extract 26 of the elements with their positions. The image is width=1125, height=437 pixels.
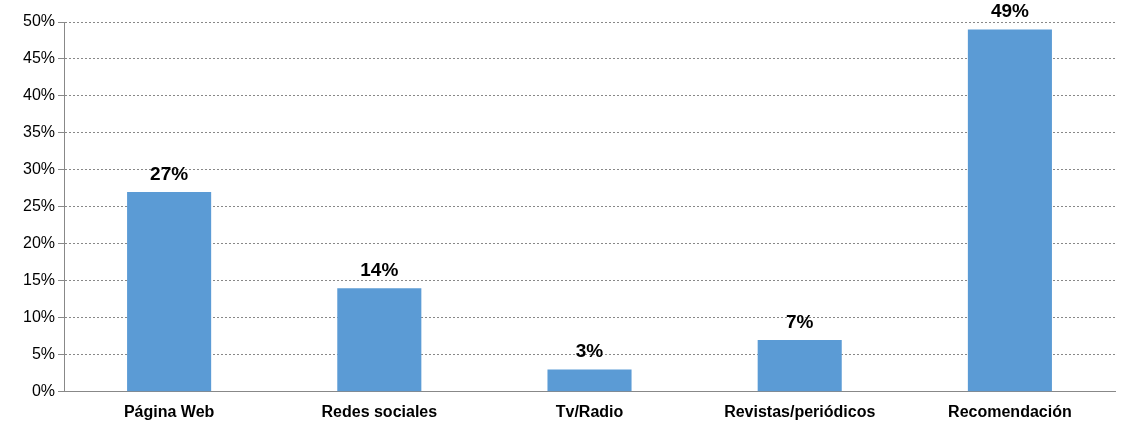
- x-tick-label: Tv/Radio: [555, 402, 624, 420]
- y-tick-label: 40%: [22, 86, 56, 104]
- y-tick-label: 10%: [22, 308, 56, 326]
- x-tick-label: Redes sociales: [321, 402, 438, 420]
- x-tick-label: Página Web: [123, 402, 215, 420]
- bar: [127, 192, 212, 392]
- y-tick-label: 30%: [22, 160, 56, 178]
- data-label: 49%: [990, 0, 1030, 22]
- y-tick-label: 25%: [22, 197, 56, 215]
- bar: [967, 29, 1052, 392]
- bar: [337, 288, 422, 392]
- data-label: 3%: [575, 340, 604, 362]
- bar: [757, 340, 842, 392]
- data-label: 14%: [360, 258, 399, 280]
- y-tick-label: 0%: [31, 382, 56, 400]
- y-tick-label: 35%: [22, 123, 56, 141]
- data-label: 7%: [785, 310, 814, 332]
- bar: [547, 369, 632, 392]
- y-tick-label: 20%: [22, 234, 56, 252]
- y-tick-label: 50%: [22, 12, 56, 30]
- x-tick-label: Revistas/periódicos: [724, 402, 876, 420]
- y-tick-label: 45%: [22, 49, 56, 67]
- x-tick-label: Recomendación: [948, 402, 1072, 420]
- y-tick-label: 15%: [22, 271, 56, 289]
- y-tick-label: 5%: [31, 345, 56, 363]
- data-label: 27%: [150, 162, 189, 184]
